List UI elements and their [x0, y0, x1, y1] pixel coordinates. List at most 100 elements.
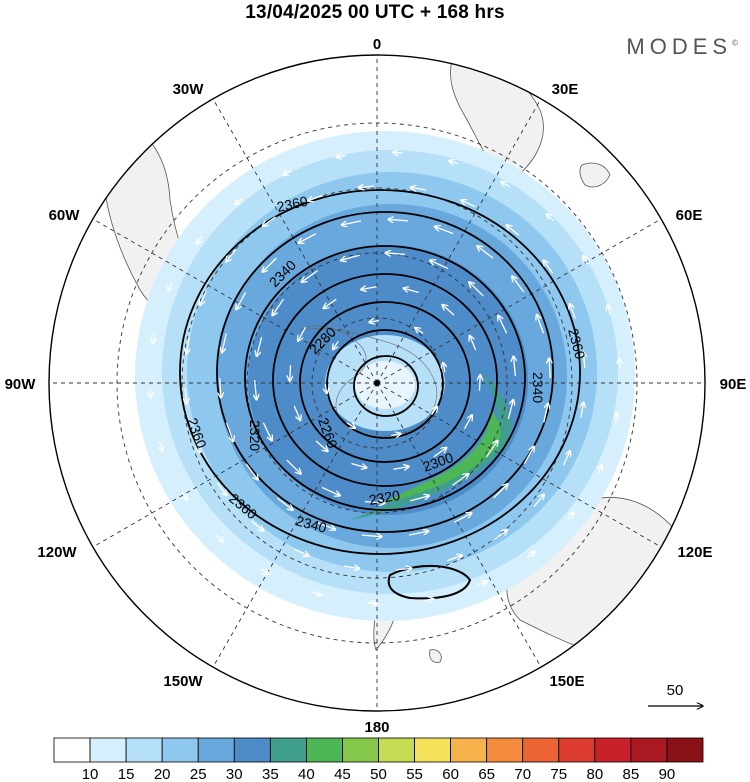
- wind-arrow: [186, 338, 189, 354]
- wind-arrow: [323, 298, 337, 308]
- new-caledonia-land: [429, 649, 442, 663]
- wind-arrow: [286, 459, 301, 474]
- wind-arrow: [616, 412, 618, 423]
- colorbar-tick-label: 60: [442, 766, 459, 782]
- lon-label-150w: 150W: [163, 673, 203, 690]
- wind-arrow: [301, 270, 318, 283]
- wind-arrow: [523, 446, 534, 465]
- wind-arrow: [200, 290, 208, 306]
- wind-arrow: [361, 535, 382, 537]
- colorbar-swatch: [414, 737, 452, 763]
- colorbar-swatch: [666, 737, 704, 763]
- wind-arrow: [447, 555, 462, 562]
- wind-arrow: [298, 233, 317, 243]
- contour-label: 2360: [275, 193, 309, 215]
- colorbar: 10 15 20 25 30 35 40 45 50 55 60 65 70 75 80 85 90: [53, 737, 704, 782]
- wind-arrow: [408, 531, 429, 536]
- wind-arrow: [543, 403, 548, 423]
- height-contours: [179, 189, 581, 555]
- wind-arrow: [196, 235, 203, 244]
- contour-2340: [216, 211, 554, 533]
- shade-calm-inner: [355, 361, 415, 409]
- wind-arrow: [583, 352, 585, 368]
- contour-2320: [244, 245, 526, 511]
- wind-arrow: [341, 254, 361, 260]
- map-outline: [48, 54, 706, 712]
- wind-arrow: [308, 194, 323, 201]
- wind-arrow: [369, 320, 379, 322]
- meridian-line: [212, 98, 378, 384]
- wind-arrow: [153, 333, 155, 344]
- wind-arrow: [194, 437, 201, 452]
- wind-arrow: [619, 358, 620, 369]
- meridian-line: [376, 218, 662, 384]
- wind-arrow: [485, 440, 497, 458]
- contour-2300: [272, 273, 498, 487]
- wind-arrow: [298, 326, 307, 341]
- colorbar-tick-label: 10: [82, 766, 99, 782]
- colorbar-tick-label: 90: [659, 766, 676, 782]
- wind-arrow: [393, 152, 403, 153]
- colorbar-swatch: [197, 737, 235, 763]
- colorbar-tick-label: 70: [514, 766, 531, 782]
- wind-arrow: [442, 304, 455, 316]
- wind-arrow: [583, 256, 588, 265]
- contour-2360: [179, 189, 581, 555]
- wind-arrow: [431, 406, 438, 416]
- wind-arrow: [182, 491, 187, 501]
- wind-arrow: [316, 521, 336, 529]
- wind-arrow: [283, 171, 293, 175]
- wind-arrow: [272, 298, 285, 315]
- lon-label-90w: 90W: [5, 376, 37, 393]
- wind-arrow: [547, 214, 555, 222]
- wind-arrow: [216, 482, 226, 496]
- brand-mark: ©: [732, 38, 738, 48]
- colorbar-swatch: [378, 737, 415, 763]
- colorbar-swatch: [450, 737, 488, 763]
- madagascar-land: [579, 162, 611, 188]
- wind-arrow: [403, 288, 419, 294]
- lon-label-0: 0: [373, 36, 381, 53]
- lon-label-60w: 60W: [49, 207, 81, 224]
- wind-arrow: [463, 415, 472, 430]
- colorbar-swatch: [630, 737, 668, 763]
- wind-arrow: [257, 336, 263, 356]
- wind-arrow: [391, 434, 401, 436]
- island-coast: [387, 564, 472, 600]
- wind-arrow: [225, 422, 234, 442]
- lon-label-120e: 120E: [677, 544, 712, 561]
- wind-arrow: [185, 388, 187, 404]
- wind-arrow: [260, 569, 269, 574]
- wind-arrow: [341, 220, 362, 225]
- contour-label: 2320: [247, 420, 263, 451]
- wind-arrow: [364, 502, 385, 504]
- wind-arrow: [537, 314, 545, 334]
- colorbar-swatch: [269, 737, 307, 763]
- wind-reference: 50: [648, 682, 703, 706]
- wind-arrow: [333, 340, 339, 349]
- meridian-line: [92, 382, 378, 548]
- wind-arrow: [567, 512, 574, 521]
- wind-arrow: [526, 552, 535, 559]
- wind-arrow: [294, 548, 309, 556]
- wind-reference-value: 50: [667, 682, 684, 699]
- colorbar-tick-label: 40: [298, 766, 315, 782]
- wind-vectors: [150, 152, 620, 603]
- wind-arrow: [168, 281, 172, 291]
- wind-arrow: [493, 484, 508, 499]
- lon-label-60e: 60E: [676, 207, 703, 224]
- wind-arrow: [293, 405, 300, 421]
- wind-arrow: [423, 599, 434, 601]
- colorbar-swatch: [125, 737, 163, 763]
- wind-arrow: [433, 448, 447, 458]
- contour-label: 2320: [368, 487, 402, 508]
- wind-arrow: [543, 260, 554, 274]
- wind-arrow: [430, 260, 449, 270]
- contour-2240: [353, 355, 419, 417]
- wind-arrow: [501, 182, 510, 187]
- colorbar-tick-label: 55: [406, 766, 423, 782]
- lon-label-180: 180: [364, 719, 389, 736]
- wind-arrow: [361, 287, 377, 290]
- wind-arrow: [452, 474, 468, 486]
